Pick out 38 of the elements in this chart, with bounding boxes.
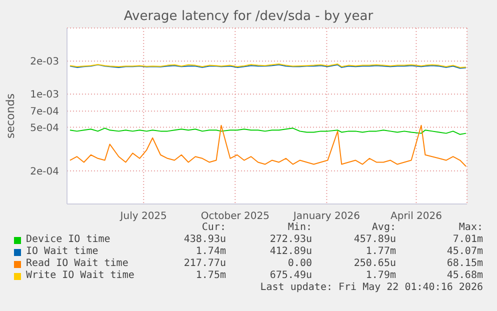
y-tick-label: 1e-03: [30, 90, 59, 101]
text: 1.75m: [196, 270, 226, 281]
y-tick-label: 7e-04: [30, 106, 59, 118]
y-tick-label: 5e-04: [30, 122, 59, 134]
text: Max:: [458, 222, 483, 233]
text: 217.77u: [184, 258, 226, 269]
text: 45.07m: [446, 246, 483, 257]
text: 457.89u: [354, 234, 396, 245]
line-series: [69, 124, 467, 167]
y-tick-label: 2e-04: [30, 166, 59, 178]
legend-label: Device IO time: [26, 234, 110, 245]
text: 412.89u: [270, 246, 312, 257]
x-tick-label: January 2026: [292, 211, 360, 222]
x-tick-label: October 2025: [200, 211, 270, 222]
text: Last update: Fri May 22 01:40:16 2026: [260, 282, 483, 293]
text: 7.01m: [452, 234, 483, 245]
legend-label: IO Wait time: [26, 246, 98, 257]
chart-title: Average latency for /dev/sda - by year: [122, 9, 374, 24]
x-tick-label: July 2025: [119, 211, 167, 222]
text: 1.77m: [366, 246, 396, 257]
text: 250.65u: [354, 258, 396, 269]
text: Cur:: [202, 222, 226, 233]
text: 1.74m: [196, 246, 226, 257]
text: 1.79m: [366, 270, 396, 281]
y-tick-label: 2e-03: [30, 56, 59, 68]
text: 675.49u: [270, 270, 312, 281]
line-series: [69, 128, 467, 135]
legend-label: Write IO Wait time: [26, 270, 134, 281]
text: Min:: [288, 222, 312, 233]
legend-label: Read IO Wait time: [26, 258, 128, 269]
text: 68.15m: [446, 258, 483, 269]
y-axis-title: seconds: [4, 93, 17, 138]
x-tick-label: April 2026: [390, 211, 442, 222]
text: Avg:: [372, 222, 396, 233]
text: 45.68m: [446, 270, 483, 281]
text: 0.00: [288, 258, 312, 269]
text: 438.93u: [184, 234, 226, 245]
text: 272.93u: [270, 234, 312, 245]
